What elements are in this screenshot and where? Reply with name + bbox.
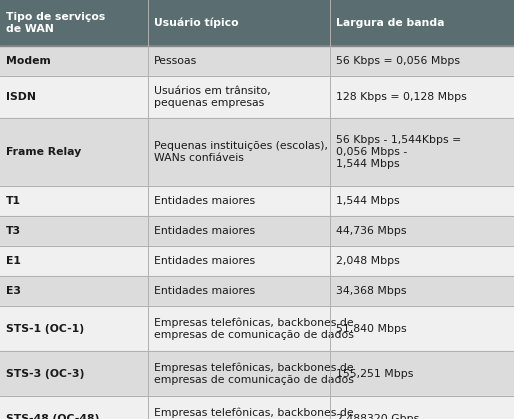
Text: Tipo de serviços
de WAN: Tipo de serviços de WAN [6,12,105,34]
Bar [148,396,330,419]
Text: T3: T3 [6,226,21,236]
Text: 56 Kbps = 0,056 Mbps: 56 Kbps = 0,056 Mbps [336,56,460,66]
Bar [0,118,148,186]
Text: E1: E1 [6,256,21,266]
Bar [148,276,330,306]
Text: Largura de banda: Largura de banda [336,18,445,28]
Bar [148,246,330,276]
Bar [330,0,514,46]
Text: Empresas telefônicas, backbones de
empresas de comunicação de dados: Empresas telefônicas, backbones de empre… [154,407,354,419]
Text: Frame Relay: Frame Relay [6,147,81,157]
Bar [330,396,514,419]
Text: 128 Kbps = 0,128 Mbps: 128 Kbps = 0,128 Mbps [336,92,467,102]
Bar [330,246,514,276]
Text: Pessoas: Pessoas [154,56,197,66]
Bar [148,216,330,246]
Text: T1: T1 [6,196,21,206]
Text: 51,840 Mbps: 51,840 Mbps [336,323,407,334]
Text: E3: E3 [6,286,21,296]
Bar [0,216,148,246]
Bar [330,186,514,216]
Bar [0,306,148,351]
Bar [330,276,514,306]
Text: ISDN: ISDN [6,92,36,102]
Bar [148,306,330,351]
Bar [0,351,148,396]
Text: Usuário típico: Usuário típico [154,18,238,28]
Bar [0,396,148,419]
Bar [148,186,330,216]
Bar [0,186,148,216]
Bar [330,351,514,396]
Text: 34,368 Mbps: 34,368 Mbps [336,286,407,296]
Bar [330,118,514,186]
Text: 155,251 Mbps: 155,251 Mbps [336,368,413,378]
Text: 44,736 Mbps: 44,736 Mbps [336,226,407,236]
Bar [148,76,330,118]
Bar [148,0,330,46]
Text: 2,048 Mbps: 2,048 Mbps [336,256,400,266]
Text: Empresas telefônicas, backbones de
empresas de comunicação de dados: Empresas telefônicas, backbones de empre… [154,317,354,340]
Bar [148,351,330,396]
Text: STS-1 (OC-1): STS-1 (OC-1) [6,323,84,334]
Bar [0,76,148,118]
Text: Entidades maiores: Entidades maiores [154,226,255,236]
Bar [0,0,148,46]
Text: Pequenas instituições (escolas),
WANs confiáveis: Pequenas instituições (escolas), WANs co… [154,141,328,163]
Bar [0,276,148,306]
Bar [330,306,514,351]
Bar [0,246,148,276]
Bar [148,46,330,76]
Text: Usuários em trânsito,
pequenas empresas: Usuários em trânsito, pequenas empresas [154,86,271,108]
Bar [0,46,148,76]
Text: STS-3 (OC-3): STS-3 (OC-3) [6,368,84,378]
Bar [330,76,514,118]
Text: STS-48 (OC-48): STS-48 (OC-48) [6,414,99,419]
Text: 1,544 Mbps: 1,544 Mbps [336,196,399,206]
Text: Entidades maiores: Entidades maiores [154,286,255,296]
Text: Entidades maiores: Entidades maiores [154,256,255,266]
Text: 56 Kbps - 1,544Kbps =
0,056 Mbps -
1,544 Mbps: 56 Kbps - 1,544Kbps = 0,056 Mbps - 1,544… [336,134,461,169]
Text: Modem: Modem [6,56,51,66]
Bar [330,216,514,246]
Bar [148,118,330,186]
Text: Entidades maiores: Entidades maiores [154,196,255,206]
Text: Empresas telefônicas, backbones de
empresas de comunicação de dados: Empresas telefônicas, backbones de empre… [154,362,354,385]
Text: 2,488320 Gbps: 2,488320 Gbps [336,414,419,419]
Bar [330,46,514,76]
